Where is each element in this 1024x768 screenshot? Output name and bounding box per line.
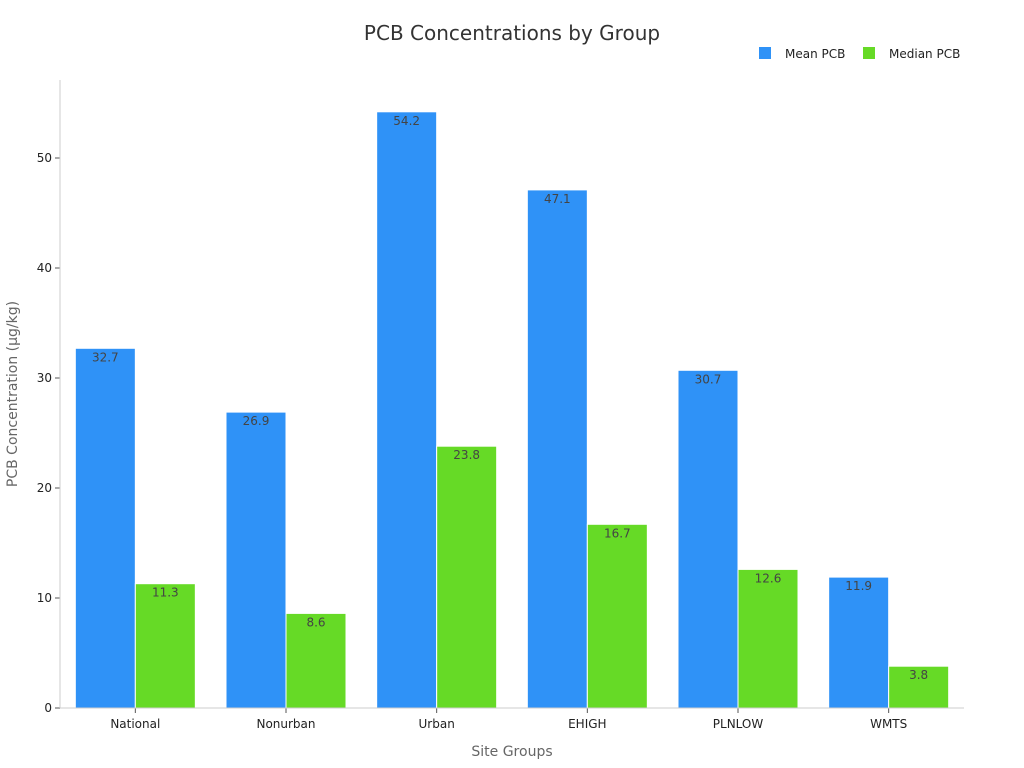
- legend: Mean PCB Median PCB: [759, 47, 960, 61]
- data-label-median: 16.7: [604, 526, 631, 540]
- data-label-mean: 26.9: [243, 414, 270, 428]
- x-tick-label: PLNLOW: [713, 717, 764, 731]
- bar-mean: [376, 111, 438, 709]
- legend-swatch-mean: [759, 47, 771, 59]
- bar-median: [134, 583, 196, 709]
- y-tick-label: 40: [37, 261, 52, 275]
- bar-median: [586, 523, 648, 709]
- y-axis-label: PCB Concentration (µg/kg): [5, 301, 21, 487]
- plot-area: 0 10 20 30 40 50 32.7 11.3 National 26.9 8.6 Nonurb…: [37, 111, 950, 731]
- x-tick-label: National: [110, 717, 160, 731]
- data-label-median: 8.6: [306, 615, 325, 629]
- x-tick-label: Nonurban: [256, 717, 315, 731]
- y-tick-label: 20: [37, 481, 52, 495]
- data-label-mean: 47.1: [544, 192, 571, 206]
- data-label-median: 12.6: [755, 571, 782, 585]
- data-label-median: 3.8: [909, 668, 928, 682]
- y-tick-label: 30: [37, 371, 52, 385]
- legend-swatch-median: [863, 47, 875, 59]
- chart-title: PCB Concentrations by Group: [364, 21, 660, 45]
- x-tick-label: Urban: [419, 717, 455, 731]
- bar-mean: [677, 369, 739, 709]
- bar-median: [436, 445, 498, 709]
- bar-mean: [526, 189, 588, 709]
- x-axis-label: Site Groups: [471, 744, 552, 760]
- data-label-median: 11.3: [152, 586, 179, 600]
- legend-label-median: Median PCB: [889, 47, 960, 61]
- y-tick-label: 10: [37, 591, 52, 605]
- data-label-median: 23.8: [453, 448, 480, 462]
- x-tick-label: EHIGH: [568, 717, 606, 731]
- data-label-mean: 11.9: [845, 579, 872, 593]
- bar-mean: [828, 576, 890, 709]
- bar-mean: [225, 411, 287, 709]
- y-tick-label: 50: [37, 151, 52, 165]
- y-tick-label: 0: [44, 701, 52, 715]
- bar-mean: [74, 347, 136, 709]
- data-label-mean: 32.7: [92, 350, 119, 364]
- bar-median: [888, 665, 950, 709]
- bar-median: [737, 568, 799, 709]
- legend-label-mean: Mean PCB: [785, 47, 845, 61]
- x-tick-label: WMTS: [870, 717, 907, 731]
- data-label-mean: 30.7: [695, 372, 722, 386]
- data-label-mean: 54.2: [393, 114, 420, 128]
